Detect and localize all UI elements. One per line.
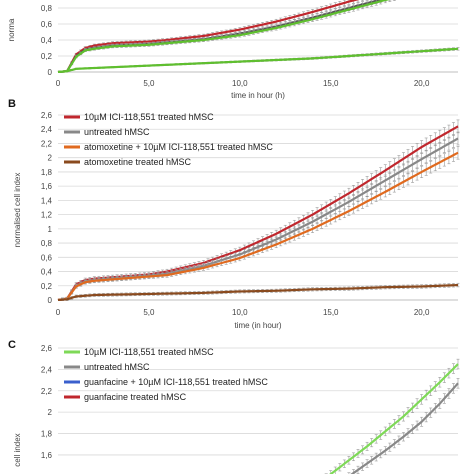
panel-b-legend-entry: untreated hMSC: [64, 127, 150, 137]
panel-a-x-tick-label: 15,0: [323, 79, 339, 88]
panel-b-legend-label: atomoxetine treated hMSC: [84, 157, 192, 167]
panel-c-legend-entry: 10µM ICI-118,551 treated hMSC: [64, 347, 214, 357]
panel-b-y-tick-label: 0,2: [41, 282, 53, 291]
panel-b-y-tick-label: 1,2: [41, 211, 53, 220]
panel-b-series-line-0: [57, 125, 459, 301]
panel-c-y-tick-label: 1,8: [41, 430, 53, 439]
panel-c-series-line-1: [350, 382, 459, 474]
panel-c-letter: C: [8, 339, 16, 351]
panel-b-y-tick-label: 1: [48, 225, 53, 234]
panel-c-y-tick-label: 2,4: [41, 365, 53, 374]
panel-b-y-tick-label: 0,8: [41, 239, 53, 248]
panel-b-plot-area: [57, 119, 460, 301]
panel-b-x-tick-label: 0: [56, 308, 61, 317]
panel-b-x-axis-label: time (in hour): [234, 321, 281, 330]
panel-a-series-line-3: [57, 47, 459, 73]
panel-a-plot-area: [57, 0, 460, 73]
panel-a-y-tick-label: 0,8: [41, 4, 53, 13]
panel-b-legend-label: atomoxetine + 10µM ICI-118,551 treated h…: [84, 142, 273, 152]
panel-c-y-tick-label: 2,2: [41, 387, 53, 396]
panel-b-x-tick-label: 5,0: [143, 308, 155, 317]
panel-c-series-line-0: [329, 363, 459, 474]
panel-b-legend-entry: atomoxetine treated hMSC: [64, 157, 192, 167]
panel-b-legend-entry: atomoxetine + 10µM ICI-118,551 treated h…: [64, 142, 273, 152]
panel-c-y-tick-label: 1,6: [41, 451, 53, 460]
panel-c-legend-entry: guanfacine treated hMSC: [64, 392, 187, 402]
panel-b-x-tick-label: 20,0: [414, 308, 430, 317]
panel-a-y-tick-label: 0,6: [41, 20, 53, 29]
panel-c-legend-label: guanfacine + 10µM ICI-118,551 treated hM…: [84, 377, 268, 387]
panel-a-y-tick-label: 0,4: [41, 36, 53, 45]
panel-b-y-tick-label: 2: [48, 154, 53, 163]
panel-c-y-axis-label: cell index: [13, 433, 22, 466]
panel-a-x-tick-label: 0: [56, 79, 61, 88]
panel-a-x-axis-label: time in hour (h): [231, 91, 285, 100]
panel-a-y-tick-label: 0,2: [41, 52, 53, 61]
panel-b-letter: B: [8, 98, 16, 110]
panel-b-x-tick-label: 15,0: [323, 308, 339, 317]
panel-b-y-tick-label: 1,4: [41, 196, 53, 205]
panel-b-legend-label: 10µM ICI-118,551 treated hMSC: [84, 112, 214, 122]
panel-a-x-tick-label: 10,0: [232, 79, 248, 88]
panel-b-x-tick-label: 10,0: [232, 308, 248, 317]
panel-a-y-tick-label: 0: [48, 68, 53, 77]
panel-a-y-axis-label: norma: [7, 18, 16, 41]
panel-b-y-tick-label: 1,6: [41, 182, 53, 191]
panel-b-y-tick-label: 2,2: [41, 139, 53, 148]
panel-a-chart: 0 0,2 0,4 0,6 0,8 0 5,0 10,0 15,0 20,0 time in hou…: [7, 0, 460, 100]
panel-a-series-line-2: [57, 0, 390, 73]
panel-b-y-tick-label: 1,8: [41, 168, 53, 177]
panel-b-y-tick-label: 0,4: [41, 268, 53, 277]
panel-c-legend-entry: untreated hMSC: [64, 362, 150, 372]
panel-b-y-tick-label: 2,6: [41, 111, 53, 120]
panel-b-legend-label: untreated hMSC: [84, 127, 150, 137]
panel-c-legend-label: 10µM ICI-118,551 treated hMSC: [84, 347, 214, 357]
panel-c-legend-label: guanfacine treated hMSC: [84, 392, 187, 402]
panel-b-y-tick-label: 2,4: [41, 125, 53, 134]
panel-c-chart: 1,6 1,8 2 2,2 2,4 2,6 cell index C 10µM ICI-118,…: [8, 339, 460, 474]
panel-b-chart: 0 0,2 0,4 0,6 0,8 1 1,2 1,4 1,6 1,8 2 2,2 2,4 2,6 0 5,0…: [8, 98, 460, 330]
panel-a-series-line-0: [57, 0, 360, 73]
panel-b-series-line-2: [57, 151, 459, 301]
panel-a-x-tick-label: 5,0: [143, 79, 155, 88]
panel-c-y-tick-label: 2,6: [41, 344, 53, 353]
panel-b-y-axis-label: normalised cell index: [13, 173, 22, 248]
panel-b-legend-entry: 10µM ICI-118,551 treated hMSC: [64, 112, 214, 122]
panel-b-series-line-3: [57, 283, 459, 301]
panel-c-plot-area: [324, 358, 460, 474]
panel-c-y-tick-label: 2: [48, 408, 53, 417]
panel-b-y-tick-label: 0: [48, 296, 53, 305]
panel-c-legend-entry: guanfacine + 10µM ICI-118,551 treated hM…: [64, 377, 268, 387]
panel-c-legend-label: untreated hMSC: [84, 362, 150, 372]
panel-a-x-tick-label: 20,0: [414, 79, 430, 88]
panel-b-y-tick-label: 0,6: [41, 253, 53, 262]
